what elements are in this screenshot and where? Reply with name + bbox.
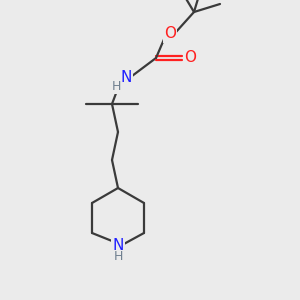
Text: N: N [112, 238, 124, 253]
Text: N: N [120, 70, 132, 86]
Text: H: H [113, 250, 123, 263]
Text: H: H [111, 80, 121, 92]
Text: O: O [164, 26, 176, 41]
Text: O: O [184, 50, 196, 65]
